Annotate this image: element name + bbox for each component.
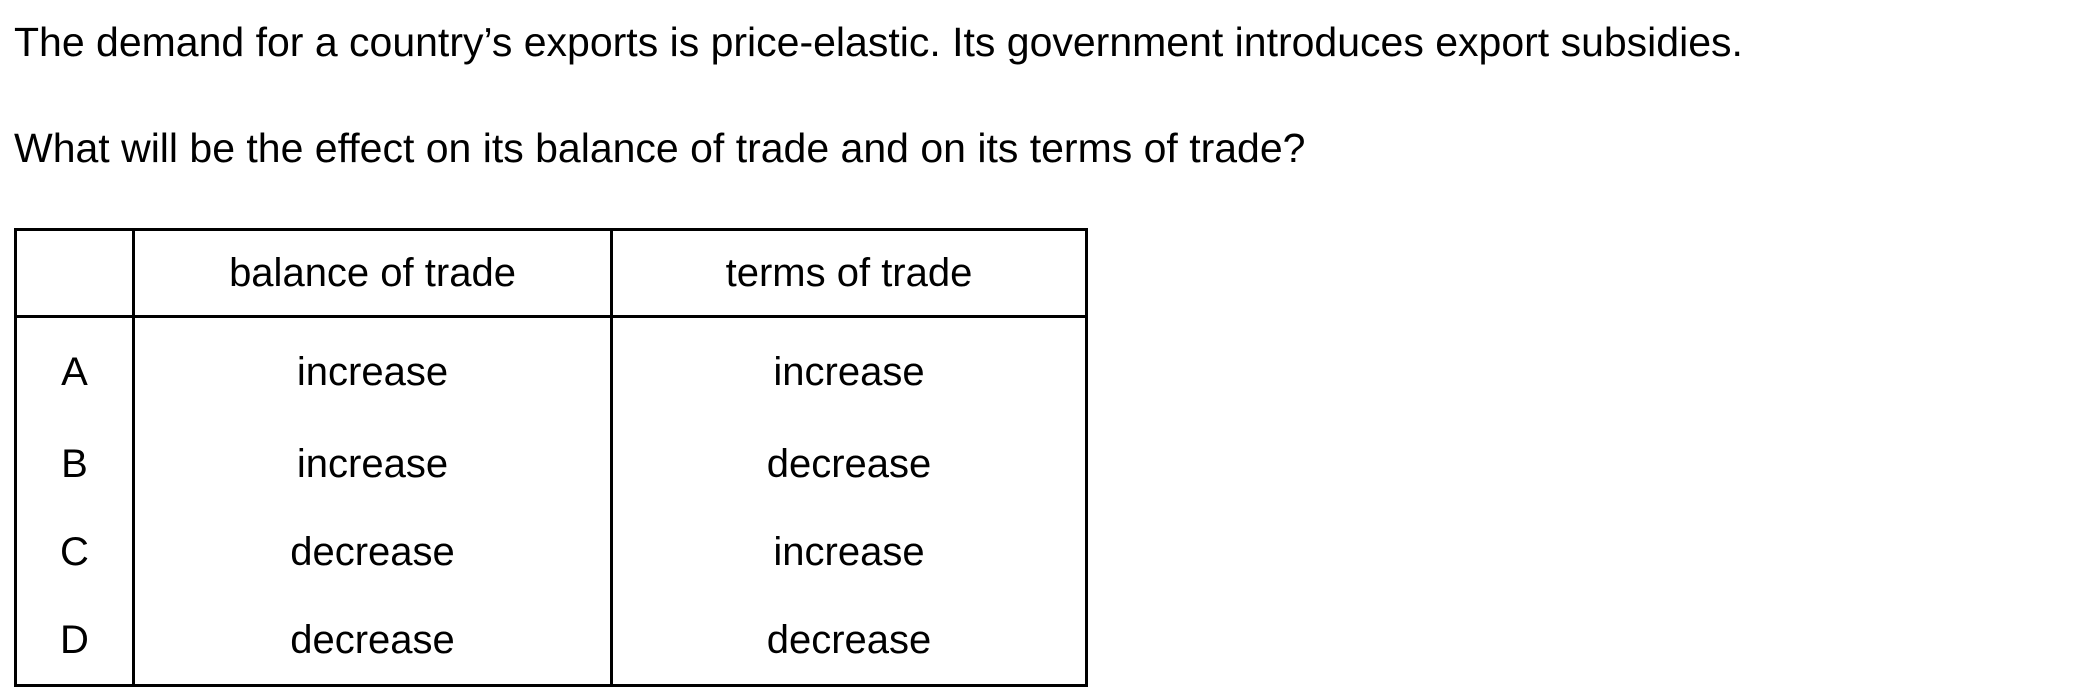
question-prompt: What will be the effect on its balance o… xyxy=(14,124,1305,172)
table-row-b: B increase decrease xyxy=(16,420,1087,508)
option-d-terms: decrease xyxy=(612,596,1087,686)
option-key-d: D xyxy=(16,596,134,686)
header-balance-of-trade: balance of trade xyxy=(134,230,612,317)
header-key-cell xyxy=(16,230,134,317)
option-a-balance: increase xyxy=(134,317,612,421)
option-a-terms: increase xyxy=(612,317,1087,421)
table-header-row: balance of trade terms of trade xyxy=(16,230,1087,317)
option-key-b: B xyxy=(16,420,134,508)
table-row-a: A increase increase xyxy=(16,317,1087,421)
header-terms-of-trade: terms of trade xyxy=(612,230,1087,317)
answer-options-table: balance of trade terms of trade A increa… xyxy=(14,228,1088,687)
option-c-terms: increase xyxy=(612,508,1087,596)
option-b-balance: increase xyxy=(134,420,612,508)
option-d-balance: decrease xyxy=(134,596,612,686)
option-key-c: C xyxy=(16,508,134,596)
option-b-terms: decrease xyxy=(612,420,1087,508)
option-c-balance: decrease xyxy=(134,508,612,596)
question-stem: The demand for a country’s exports is pr… xyxy=(14,18,1743,66)
table-row-c: C decrease increase xyxy=(16,508,1087,596)
table-row-d: D decrease decrease xyxy=(16,596,1087,686)
option-key-a: A xyxy=(16,317,134,421)
